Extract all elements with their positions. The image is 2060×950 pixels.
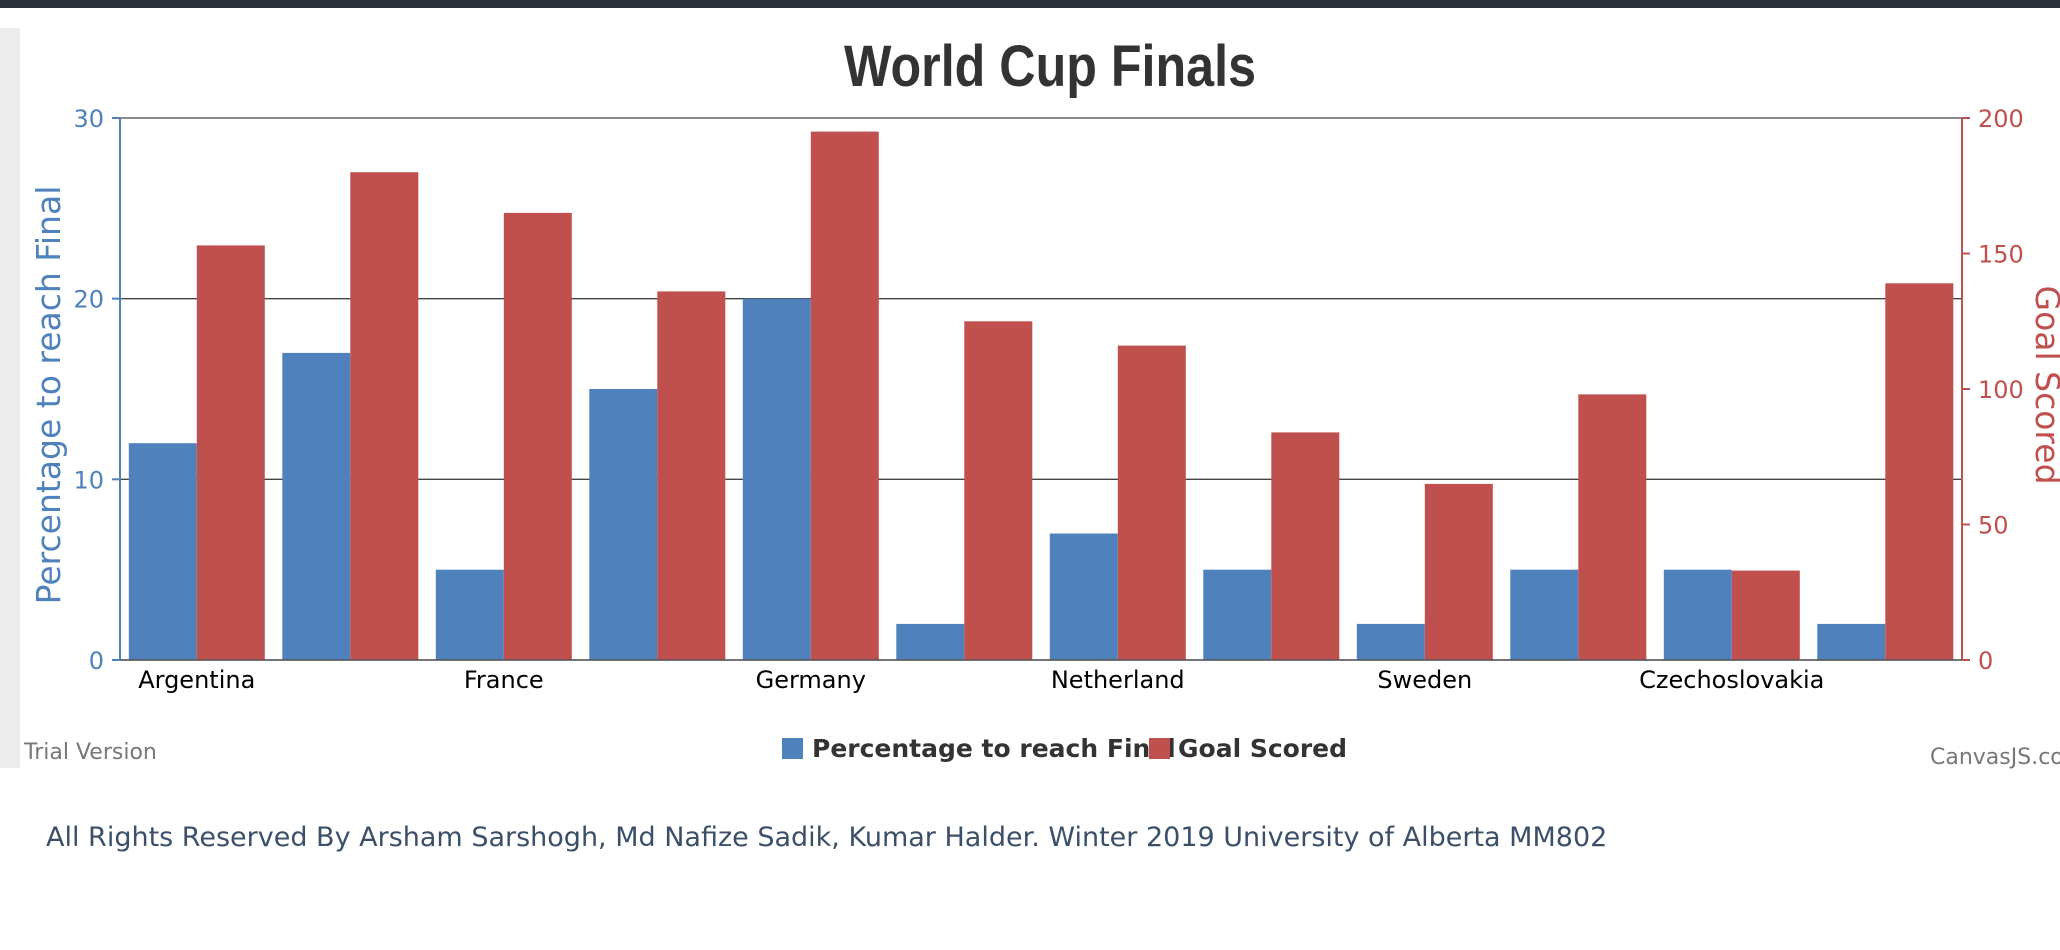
- bar-goals: [657, 291, 726, 660]
- bar-goals: [1578, 394, 1647, 660]
- legend: Percentage to reach Final Goal Scored: [782, 734, 1347, 763]
- bar-percentage: [435, 569, 504, 660]
- category-label: Czechoslovakia: [1639, 666, 1824, 694]
- bar-goals: [1424, 483, 1493, 660]
- bar-goals: [1271, 432, 1340, 660]
- bar-percentage: [742, 298, 811, 660]
- category-label: Netherland: [1051, 666, 1185, 694]
- legend-swatch-goals: [1149, 738, 1170, 759]
- category-label: Sweden: [1377, 666, 1472, 694]
- legend-label-percentage: Percentage to reach Final: [812, 734, 1176, 763]
- left-tick-label: 20: [73, 286, 104, 314]
- bar-percentage: [1510, 569, 1579, 660]
- left-tick-label: 10: [73, 466, 104, 494]
- right-tick-label: 200: [1978, 105, 2024, 133]
- bar-percentage: [589, 389, 658, 660]
- bar-percentage: [1049, 533, 1118, 660]
- bar-goals: [1731, 570, 1800, 660]
- category-label: France: [464, 666, 544, 694]
- bar-goals: [503, 212, 572, 660]
- bar-percentage: [1356, 623, 1425, 660]
- right-tick-label: 0: [1978, 647, 1993, 675]
- right-tick-label: 150: [1978, 241, 2024, 269]
- bar-percentage: [128, 443, 197, 660]
- bar-percentage: [896, 623, 965, 660]
- axes: 0 10 20 30 0 50 100 150 200 Argentina France German…: [73, 105, 2023, 694]
- copyright-footer: All Rights Reserved By Arsham Sarshogh, …: [46, 822, 1608, 853]
- canvasjs-credit: CanvasJS.com: [1930, 745, 2060, 770]
- left-tick-label: 30: [73, 105, 104, 133]
- legend-label-goals: Goal Scored: [1178, 734, 1347, 763]
- right-tick-label: 50: [1978, 512, 2009, 540]
- right-tick-label: 100: [1978, 376, 2024, 404]
- bars: [128, 131, 1954, 661]
- bar-percentage: [282, 352, 351, 660]
- trial-version-watermark: Trial Version: [23, 740, 157, 765]
- bar-percentage: [1663, 569, 1732, 660]
- category-label: Germany: [756, 666, 866, 694]
- world-cup-chart: World Cup Finals 0 10 20 30 0 50 100 150 200 Arge…: [23, 34, 2060, 770]
- bar-percentage: [1817, 623, 1886, 660]
- bar-percentage: [1203, 569, 1272, 660]
- bar-goals: [350, 172, 419, 660]
- bar-goals: [810, 131, 879, 661]
- left-tick-label: 0: [89, 647, 104, 675]
- category-label: Argentina: [138, 666, 255, 694]
- bar-goals: [1885, 283, 1954, 660]
- bar-goals: [964, 321, 1033, 661]
- legend-swatch-percentage: [782, 738, 803, 759]
- page-left-strip: [0, 28, 20, 768]
- top-bar: [0, 0, 2060, 8]
- right-axis-title: Goal Scored: [2028, 285, 2060, 484]
- chart-title: World Cup Finals: [844, 34, 1256, 99]
- bar-goals: [1117, 345, 1186, 660]
- bar-goals: [196, 245, 265, 660]
- left-axis-title: Percentage to reach Final: [29, 186, 68, 605]
